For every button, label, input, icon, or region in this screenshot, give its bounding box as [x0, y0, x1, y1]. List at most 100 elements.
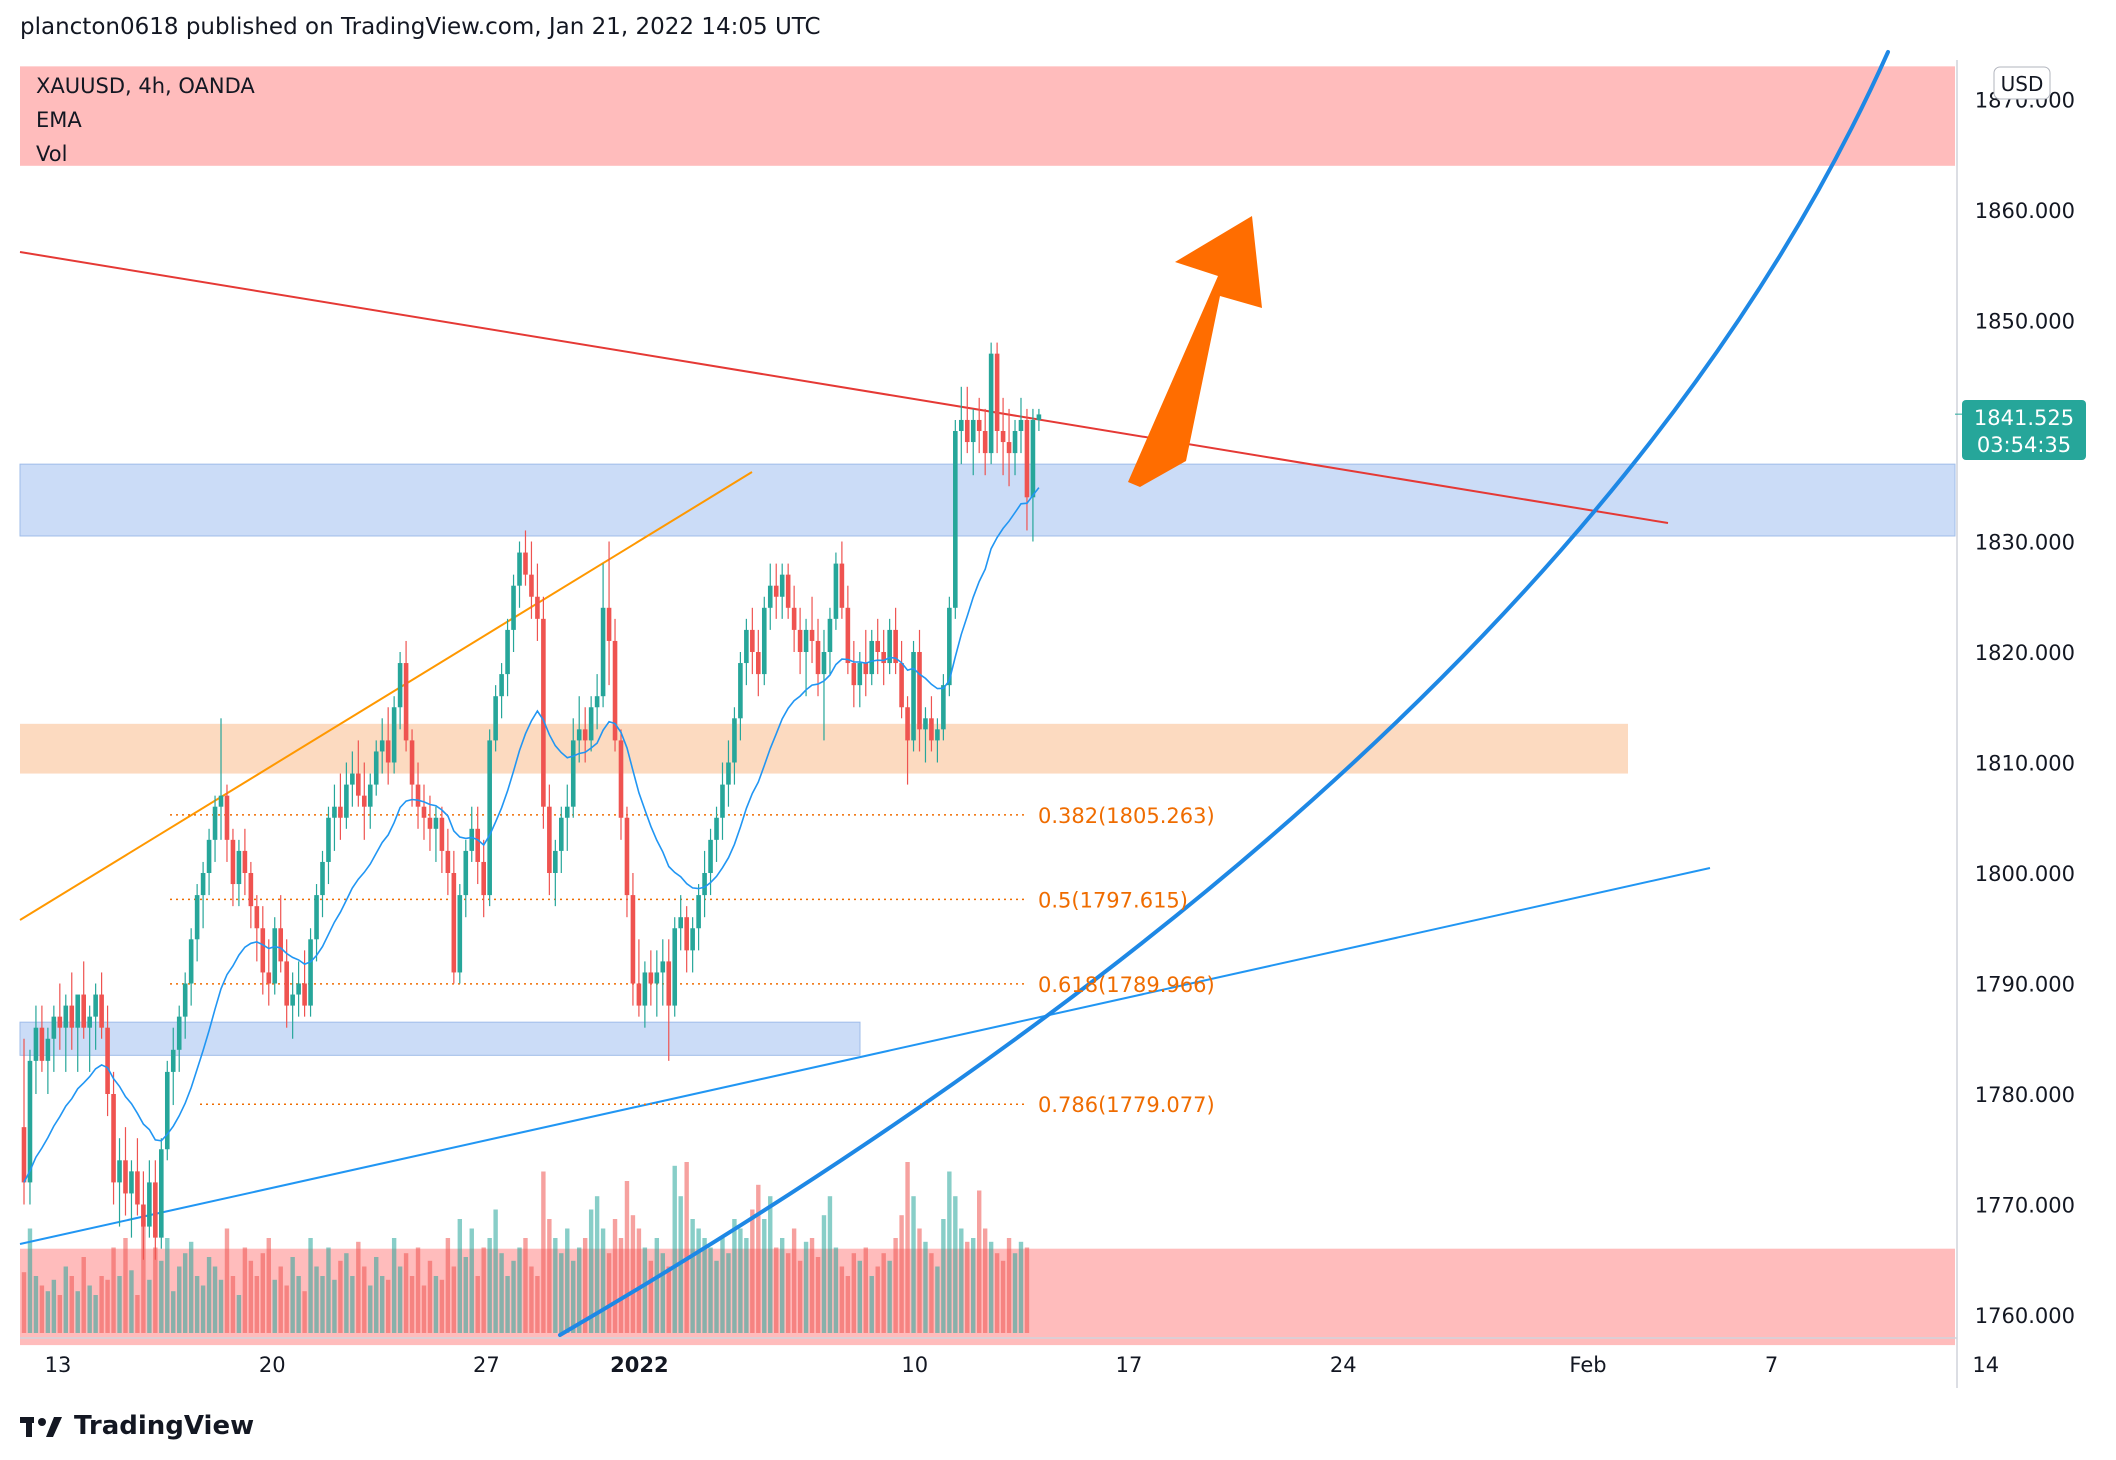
volume-bar: [153, 1247, 158, 1333]
volume-bar: [941, 1219, 946, 1333]
volume-bar: [39, 1285, 45, 1333]
candle-body: [266, 972, 272, 984]
candle-body: [206, 839, 212, 873]
volume-bar: [571, 1260, 576, 1333]
bullish-arrow-icon: [1128, 216, 1262, 487]
tradingview-footer[interactable]: TradingView: [20, 1406, 254, 1446]
currency-badge-box[interactable]: [1993, 66, 2051, 100]
candle-body: [785, 574, 791, 608]
candle-body: [857, 663, 863, 686]
candle-body: [141, 1204, 146, 1227]
candle-body: [708, 839, 713, 873]
candle-body: [994, 353, 1000, 431]
volume-bar: [481, 1247, 486, 1333]
volume-bar: [785, 1253, 791, 1333]
candle-body: [344, 784, 349, 818]
candle-body: [296, 983, 301, 995]
volume-bar: [648, 1260, 654, 1333]
volume-bar: [218, 1279, 224, 1333]
time-tick-label: 10: [901, 1353, 928, 1377]
volume-bar: [159, 1260, 164, 1333]
volume-bar: [129, 1270, 134, 1333]
ascending-support-line: [19, 867, 1711, 1245]
candle-body: [809, 629, 815, 641]
volume-bar: [177, 1266, 182, 1333]
volume-bar: [171, 1291, 176, 1333]
candle-body: [170, 1049, 176, 1072]
volume-bar: [744, 1238, 749, 1333]
price-tick-label: 1790.000: [1975, 973, 2075, 997]
volume-bar: [457, 1219, 463, 1333]
volume-bar: [338, 1260, 343, 1333]
volume-bar: [469, 1228, 474, 1333]
candle-body: [893, 629, 898, 664]
candle-body: [553, 850, 558, 873]
candle-body: [869, 640, 875, 675]
support-zone-blue: [19, 463, 1956, 537]
candle-body: [582, 729, 588, 741]
volume-bar: [99, 1276, 104, 1333]
volume-bar: [720, 1238, 725, 1333]
volume-bar: [1018, 1241, 1024, 1333]
volume-bar: [135, 1295, 140, 1333]
candle-body: [481, 861, 486, 896]
candle-body: [45, 1038, 51, 1061]
volume-bar: [51, 1279, 57, 1333]
volume-bar: [380, 1276, 385, 1333]
volume-bar: [547, 1219, 552, 1333]
volume-bar: [994, 1253, 1000, 1333]
volume-bar: [875, 1266, 880, 1333]
candle-body: [732, 718, 737, 763]
price-tick-label: 1760.000: [1975, 1304, 2075, 1328]
volume-bar: [63, 1266, 68, 1333]
volume-bar: [988, 1241, 994, 1333]
volume-bar: [708, 1247, 713, 1333]
candle-body: [606, 607, 612, 641]
volume-bar: [839, 1266, 845, 1333]
volume-bar: [917, 1228, 922, 1333]
time-tick-label: 17: [1116, 1353, 1143, 1377]
fib-level-label: 0.382(1805.263): [1038, 804, 1215, 828]
volume-bar: [803, 1241, 809, 1333]
candle-body: [564, 806, 570, 818]
volume-bar: [577, 1247, 582, 1333]
volume-bar: [147, 1279, 152, 1333]
candle-body: [1000, 431, 1006, 443]
candle-body: [576, 729, 582, 741]
volume-bar: [666, 1266, 671, 1333]
countdown-label: 03:54:35: [1977, 433, 2071, 457]
volume-bar: [302, 1291, 307, 1333]
candle-body: [487, 740, 492, 896]
volume-bar: [553, 1238, 558, 1333]
candle-body: [773, 585, 779, 597]
candle-body: [666, 961, 672, 1006]
candle-body: [254, 906, 260, 929]
volume-bar: [105, 1279, 110, 1333]
support-zone-blue-low: [19, 1021, 861, 1056]
candle-body: [87, 1016, 92, 1028]
candle-body: [600, 607, 606, 697]
tradingview-logo-icon: [20, 1417, 62, 1437]
candle-body: [493, 696, 498, 741]
volume-bar: [141, 1219, 146, 1333]
candle-body: [911, 652, 916, 741]
candle-body: [33, 1027, 39, 1061]
volume-bar: [87, 1285, 92, 1333]
volume-bar: [714, 1260, 719, 1333]
candle-body: [439, 817, 445, 851]
candle-body: [618, 740, 624, 818]
candle-body: [403, 663, 409, 741]
candle-body: [284, 961, 289, 1006]
publisher-header: plancton0618 published on TradingView.co…: [20, 14, 821, 40]
candle-body: [332, 806, 337, 818]
candle-body: [821, 652, 827, 675]
volume-bar: [260, 1253, 265, 1333]
candle-body: [469, 828, 475, 851]
candle-body: [415, 784, 421, 807]
last-price-tag: [1962, 400, 2086, 460]
volume-bar: [982, 1228, 988, 1333]
volume-bar: [959, 1228, 964, 1333]
candle-body: [917, 652, 922, 730]
volume-bar: [672, 1165, 677, 1333]
